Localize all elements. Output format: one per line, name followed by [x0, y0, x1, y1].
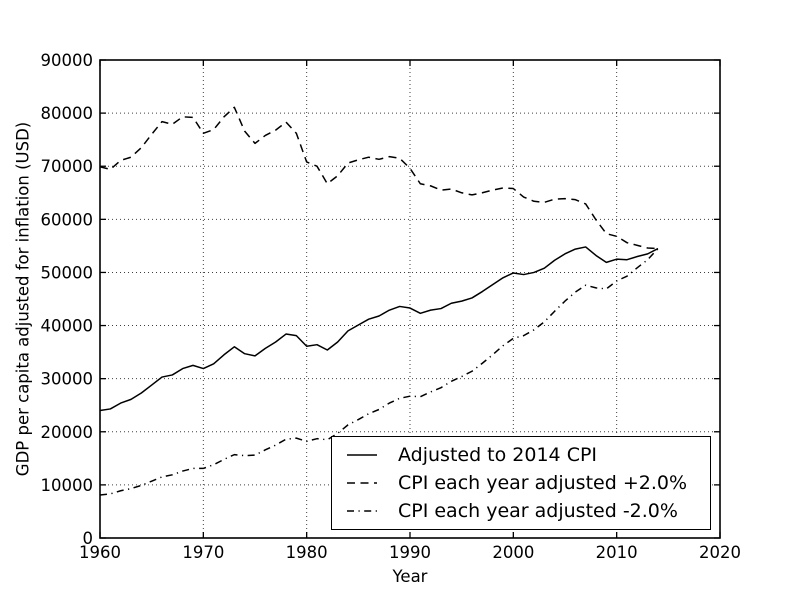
x-tick-label: 1990 [389, 543, 431, 562]
x-axis-label: Year [392, 567, 428, 586]
legend-label: CPI each year adjusted -2.0% [398, 500, 678, 522]
legend-solid-line-sample [347, 454, 377, 456]
legend-entry-cpi-minus-2: CPI each year adjusted -2.0% [347, 497, 710, 525]
y-tick-label: 60000 [41, 210, 94, 229]
legend-dashed-line-sample [347, 482, 377, 484]
y-axis-label: GDP per capita adjusted for inflation (U… [13, 121, 33, 477]
axes-frame [99, 59, 721, 539]
x-tick-label: 1980 [286, 543, 328, 562]
x-tick-label: 1960 [79, 543, 121, 562]
legend-label: CPI each year adjusted +2.0% [398, 472, 688, 494]
x-tick-label: 1970 [182, 543, 224, 562]
legend-dashdot-line-sample [347, 510, 377, 512]
legend-label: Adjusted to 2014 CPI [398, 444, 598, 466]
data-line-dashdot [99, 248, 659, 496]
legend-entry-adjusted-2014: Adjusted to 2014 CPI [347, 441, 710, 469]
y-tick-label: 80000 [41, 104, 94, 123]
data-line-dashed [99, 106, 659, 250]
x-tick-label: 2010 [596, 543, 638, 562]
y-tick-label: 70000 [41, 157, 94, 176]
y-tick-label: 30000 [41, 370, 94, 389]
legend-entry-cpi-plus-2: CPI each year adjusted +2.0% [347, 469, 710, 497]
y-tick-label: 50000 [41, 263, 94, 282]
y-tick-label: 90000 [41, 51, 94, 70]
y-tick-label: 10000 [41, 476, 94, 495]
y-tick-label: 40000 [41, 317, 94, 336]
x-tick-label: 2020 [699, 543, 741, 562]
y-tick-label: 20000 [41, 423, 94, 442]
legend: Adjusted to 2014 CPI CPI each year adjus… [331, 436, 711, 530]
data-line-solid [99, 246, 659, 412]
x-tick-label: 2000 [492, 543, 534, 562]
y-tick-label: 0 [83, 529, 94, 548]
